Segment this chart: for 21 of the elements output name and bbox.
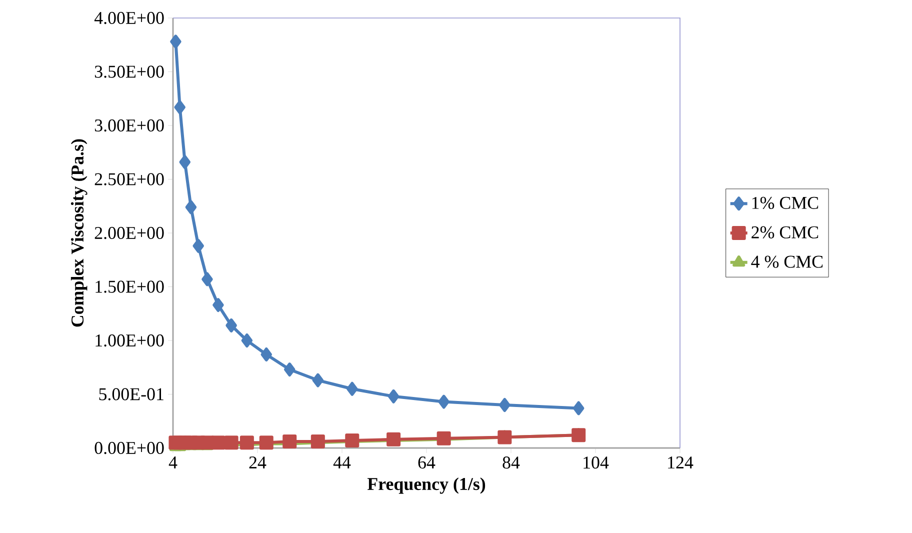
x-axis-title: Frequency (1/s) [367, 477, 486, 494]
legend-label: 2% CMC [752, 226, 818, 238]
legend-label: 4 % CMC [751, 256, 823, 268]
x-tick-label: 64 [418, 456, 436, 469]
y-tick-label: 1.00E+00 [96, 334, 164, 347]
y-tick-label: 5.00E-01 [99, 388, 164, 400]
y-tick-label: 2.00E+00 [94, 226, 164, 240]
y-tick-label: 4.00E+00 [94, 12, 164, 24]
x-tick-label: 24 [249, 456, 266, 468]
y-tick-label: 2.50E+00 [94, 173, 164, 186]
legend-label: 1% CMC [752, 196, 818, 210]
x-tick-label: 104 [584, 456, 609, 469]
y-tick-label: 1.50E+00 [96, 280, 164, 293]
y-tick-label: 3.50E+00 [94, 66, 164, 78]
x-tick-label: 84 [502, 456, 520, 469]
x-tick-label: 124 [668, 456, 694, 468]
x-tick-label: 4 [168, 456, 178, 468]
x-tick-label: 44 [333, 456, 351, 468]
y-tick-label: 3.00E+00 [94, 119, 164, 132]
y-axis-title: Complex Viscosity (Pa.s) [70, 139, 88, 327]
y-tick-label: 0.00E+00 [94, 442, 164, 454]
